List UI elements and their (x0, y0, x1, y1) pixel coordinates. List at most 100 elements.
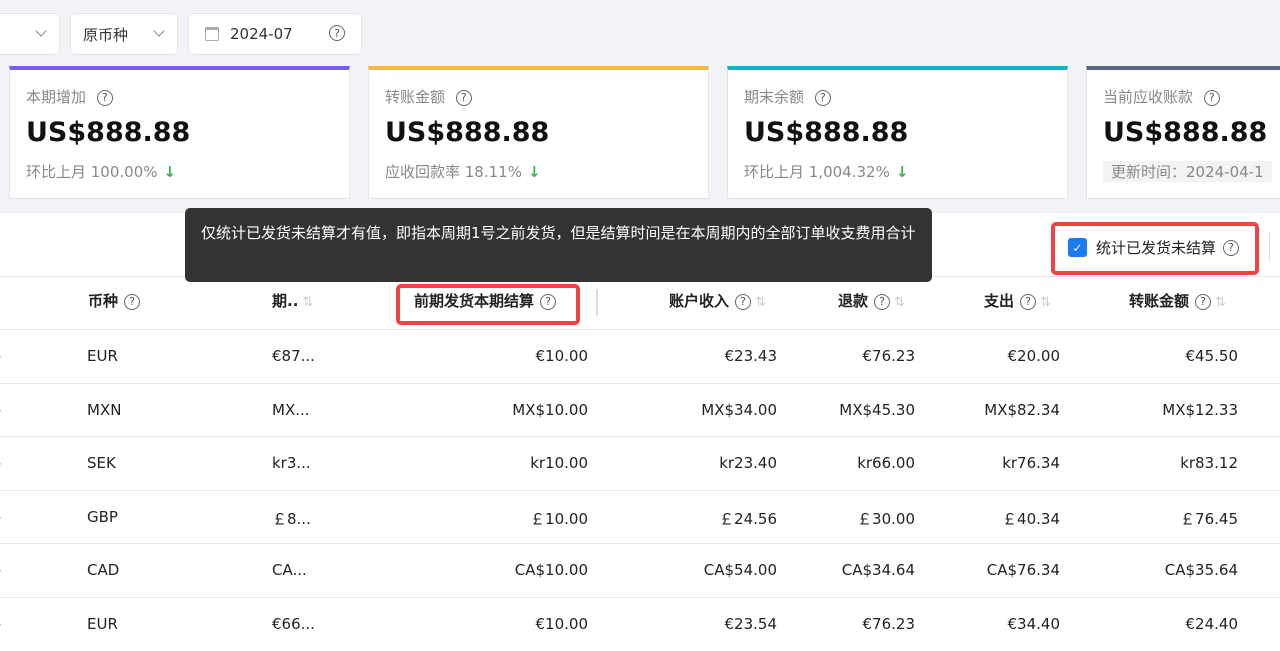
column-header[interactable]: 支出? ⇅ (984, 290, 1051, 311)
table-cell: SEK (87, 454, 116, 472)
table-cell: kr23.40 (719, 454, 777, 472)
table-cell: ￡76.45 (1180, 509, 1238, 528)
table-cell: CA$10.00 (514, 561, 588, 579)
column-highlight (396, 284, 580, 325)
currency-select[interactable]: 原币种 (70, 13, 178, 55)
table-cell: €10.00 (535, 347, 589, 365)
table-cell: €76.23 (862, 614, 916, 633)
table-cell: kr3... (272, 454, 311, 472)
checkbox-label: 统计已发货未结算 (1096, 239, 1217, 257)
table-cell: MX$12.33 (1162, 400, 1238, 419)
card-subtitle: 更新时间：2024-04-1 (1111, 163, 1264, 181)
table-cell: €20.00 (1007, 347, 1061, 365)
row-dash: - (0, 347, 1, 365)
column-header[interactable]: 退款? ⇅ (838, 290, 905, 311)
table-cell: kr83.12 (1180, 454, 1238, 472)
row-dash: - (0, 561, 1, 579)
table-cell: €34.40 (1007, 614, 1061, 633)
row-dash: - (0, 615, 1, 633)
card-subtitle: 环比上月 1,004.32% (744, 163, 890, 181)
stat-card: 当前应收账款 ? US$888.88 更新时间：2024-04-1 (1086, 66, 1280, 199)
card-title: 当前应收账款 (1103, 88, 1194, 106)
filter-select[interactable] (0, 13, 60, 55)
table-cell: CAD (87, 561, 120, 579)
sort-icon[interactable]: ⇅ (894, 295, 905, 310)
table-cell: €10.00 (535, 614, 589, 633)
column-header-label: 期.. (272, 292, 299, 310)
table-cell: GBP (87, 507, 118, 526)
table-cell: kr66.00 (857, 454, 915, 472)
help-icon[interactable]: ? (735, 293, 752, 310)
chevron-down-icon (35, 25, 47, 37)
row-dash: - (0, 454, 1, 472)
card-subtitle: 应收回款率 18.11% (385, 163, 522, 181)
table-cell: ￡10.00 (530, 509, 588, 528)
table-cell: CA$76.34 (986, 561, 1060, 579)
month-picker[interactable]: 2024-07 ? (188, 13, 362, 55)
arrow-down-icon: ↓ (163, 163, 177, 181)
column-header[interactable]: 转账金额? ⇅ (1129, 290, 1226, 311)
arrow-down-icon: ↓ (527, 163, 541, 181)
calendar-icon (205, 27, 219, 41)
table-cell: €23.43 (724, 347, 778, 365)
column-header-label: 前期发货本期结算 (414, 292, 535, 310)
column-resizer[interactable] (596, 289, 598, 316)
table-cell: kr76.34 (1002, 454, 1060, 472)
table-cell: €45.50 (1185, 347, 1239, 365)
column-header[interactable]: 币种? (88, 290, 141, 311)
help-icon[interactable]: ? (1203, 89, 1220, 106)
help-icon[interactable]: ? (96, 89, 113, 106)
column-header-label: 币种 (88, 292, 119, 310)
stat-card: 转账金额 ? US$888.88 应收回款率 18.11% ↓ (368, 66, 709, 199)
table-cell: €87... (272, 347, 315, 365)
help-icon[interactable]: ? (1195, 293, 1212, 310)
column-header[interactable]: 期.. ⇅ (272, 290, 313, 311)
table-cell: MX$10.00 (512, 400, 588, 419)
table-cell: €24.40 (1185, 614, 1239, 633)
checkbox-checked-icon[interactable]: ✓ (1068, 238, 1087, 257)
column-header-label: 转账金额 (1129, 292, 1190, 310)
column-header[interactable]: 账户收入? ⇅ (669, 290, 766, 311)
table-row: - GBP ￡8... ￡10.00 ￡24.56 ￡30.00 ￡40.34 ￡76.45 (0, 489, 1280, 544)
table-cell: ￡40.34 (1002, 509, 1060, 528)
table-cell: CA... (272, 561, 307, 579)
help-icon[interactable]: ? (814, 89, 831, 106)
divider (1269, 233, 1270, 261)
help-icon[interactable]: ? (874, 293, 891, 310)
arrow-down-icon: ↓ (895, 163, 909, 181)
column-header-label: 支出 (984, 292, 1015, 310)
table-cell: CA$34.64 (841, 561, 915, 579)
card-title: 期末余额 (744, 88, 805, 106)
help-icon[interactable]: ? (1223, 239, 1240, 256)
table-cell: MX$34.00 (701, 400, 777, 419)
column-header-label: 账户收入 (669, 292, 730, 310)
stat-unsettled-checkbox[interactable]: ✓ 统计已发货未结算 ? (1068, 237, 1240, 258)
table-row: - MXN MX... MX$10.00 MX$34.00 MX$45.30 MX$82.3… (0, 382, 1280, 437)
column-header[interactable]: 前期发货本期结算? (414, 290, 557, 311)
card-value: US$888.88 (1103, 117, 1268, 148)
checkbox-highlight (1051, 222, 1259, 275)
help-icon[interactable]: ? (124, 293, 141, 310)
sort-icon[interactable]: ⇅ (302, 295, 314, 310)
table-cell: ￡30.00 (857, 509, 915, 528)
help-icon[interactable]: ? (455, 89, 472, 106)
table-cell: €76.23 (862, 347, 916, 365)
sort-icon[interactable]: ⇅ (1040, 295, 1051, 310)
table-cell: €23.54 (724, 614, 778, 633)
card-subtitle: 环比上月 100.00% (26, 163, 158, 181)
help-icon[interactable]: ? (540, 293, 557, 310)
table-row: - EUR €66... €10.00 €23.54 €76.23 €34.40 €24.40 (0, 596, 1280, 651)
tooltip: 仅统计已发货未结算才有值，即指本周期1号之前发货，但是结算时间是在本周期内的全部… (185, 208, 932, 282)
sort-icon[interactable]: ⇅ (1215, 295, 1226, 310)
table-cell: CA$35.64 (1164, 561, 1238, 579)
row-dash: - (0, 508, 1, 526)
help-icon[interactable]: ? (1020, 293, 1037, 310)
table-cell: CA$54.00 (703, 561, 777, 579)
chevron-down-icon (153, 25, 165, 37)
sort-icon[interactable]: ⇅ (755, 295, 766, 310)
table-row: - SEK kr3... kr10.00 kr23.40 kr66.00 kr76.34 kr… (0, 436, 1280, 490)
row-dash: - (0, 401, 1, 419)
table-row: - EUR €87... €10.00 €23.43 €76.23 €20.00 €45.50 (0, 329, 1280, 383)
help-icon[interactable]: ? (329, 25, 345, 41)
table-cell: kr10.00 (530, 454, 588, 472)
